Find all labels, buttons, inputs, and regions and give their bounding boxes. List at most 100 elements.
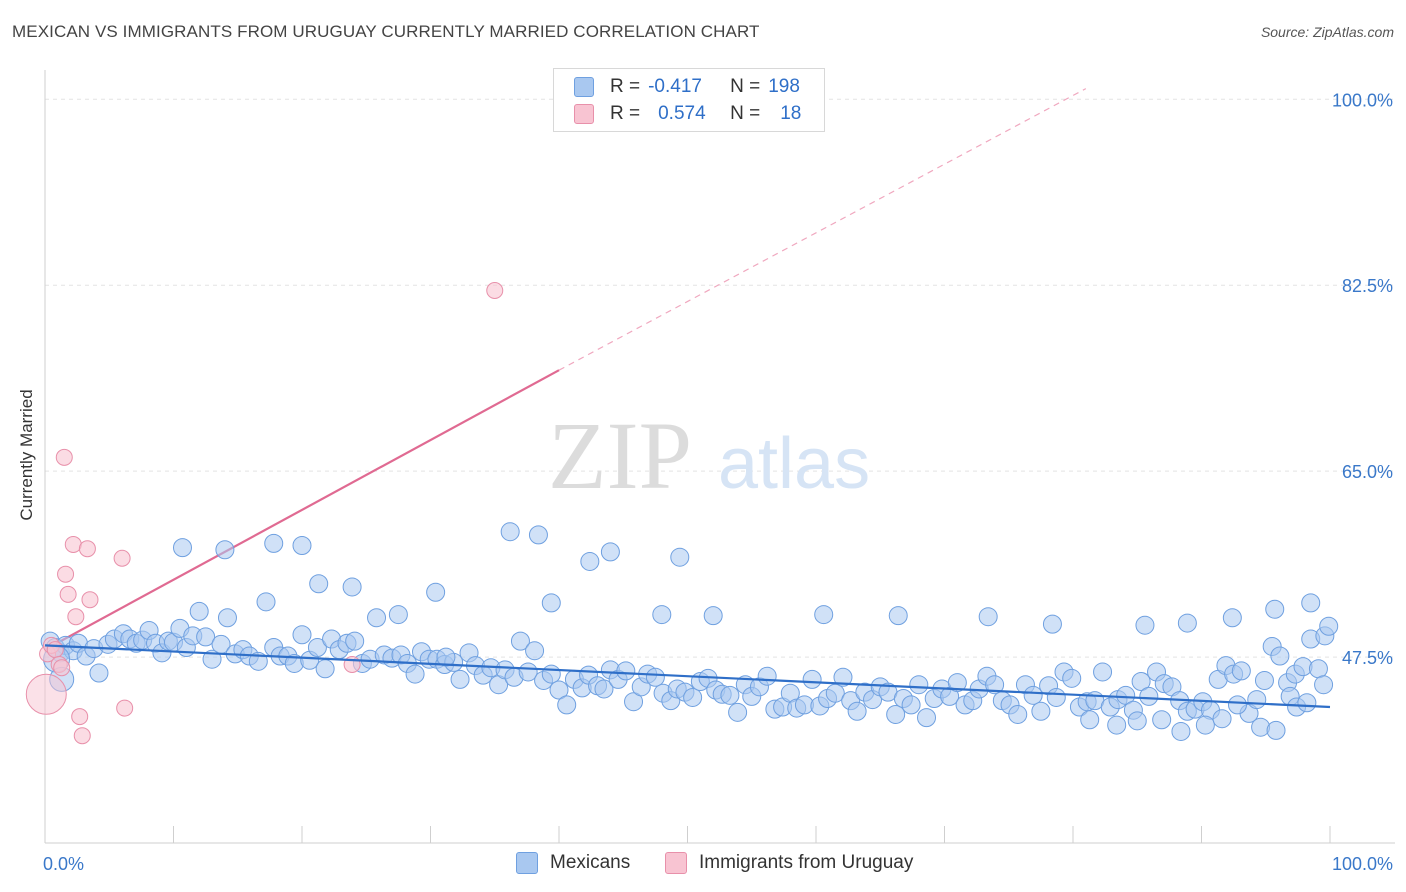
mexicans-point [888, 606, 908, 626]
mexicans-point [616, 661, 636, 681]
mexicans-point [557, 695, 577, 715]
legend-n-label: N = [730, 76, 761, 97]
y-tick-labels: 47.5% 65.0% 82.5% 100.0% [1332, 90, 1393, 668]
mexicans-point [720, 685, 740, 705]
mexicans-point [1008, 704, 1028, 724]
legend-n-label: N = [730, 103, 761, 124]
series-legend: Mexicans Immigrants from Uruguay [0, 852, 1406, 878]
mexicans-point [307, 638, 327, 657]
mexicans-point [580, 551, 600, 571]
mexicans-point [1227, 695, 1247, 715]
watermark: ZIP atlas [548, 402, 870, 509]
mexicans-point [1080, 710, 1100, 730]
watermark-zip: ZIP [548, 402, 692, 509]
mexicans-point [683, 687, 703, 707]
uruguay-trend-extension [558, 88, 1087, 371]
uruguay-point [25, 673, 67, 715]
mexicans-point [1266, 720, 1286, 740]
mexicans-point [1023, 685, 1043, 705]
mexicans-point [172, 538, 192, 558]
mexicans-point [624, 692, 644, 712]
y-tick-label: 47.5% [1342, 648, 1393, 668]
mexicans-point [670, 547, 690, 567]
uruguay-points [25, 282, 504, 745]
mexicans-point [1127, 711, 1147, 731]
mexicans-point [309, 574, 329, 594]
mexicans-point [405, 664, 425, 684]
mexicans-point [1301, 593, 1321, 613]
mexicans-trend [44, 644, 1331, 709]
uruguay-point [64, 535, 82, 553]
mexicans-point [1093, 662, 1113, 682]
uruguay-point [73, 727, 91, 745]
uruguay-point [57, 565, 75, 583]
mexicans-point [217, 608, 237, 628]
x-tick-labels: 0.0% 100.0% [43, 854, 1393, 874]
mexicans-point [541, 593, 561, 613]
mexicans-point [1062, 668, 1082, 688]
mexicans-point [1131, 672, 1151, 691]
mexicans-point [450, 669, 470, 689]
legend-swatch-uruguay [665, 852, 687, 874]
mexicans-point [1222, 608, 1242, 628]
chart-title: MEXICAN VS IMMIGRANTS FROM URUGUAY CURRE… [12, 22, 760, 41]
mexicans-trend-line [44, 644, 1331, 709]
mexicans-point [594, 679, 614, 699]
x-tick-label: 0.0% [43, 854, 84, 874]
mexicans-point [388, 605, 408, 625]
mexicans-point [510, 631, 530, 651]
mexicans-points [40, 522, 1339, 741]
mexicans-point [1042, 614, 1062, 634]
mexicans-point [645, 667, 665, 687]
legend-swatch-mexicans [574, 77, 594, 97]
mexicans-point [1139, 686, 1159, 706]
uruguay-point [53, 659, 71, 677]
uruguay-point [486, 282, 504, 299]
mexicans-point [256, 592, 276, 612]
legend-n-value: 198 [768, 76, 800, 97]
legend-swatch-mexicans [516, 852, 538, 874]
mexicans-point [1171, 721, 1191, 741]
uruguay-trend [44, 88, 1087, 651]
uruguay-point [59, 585, 77, 603]
legend-item-uruguay[interactable]: Immigrants from Uruguay [665, 852, 913, 874]
mexicans-point [1265, 599, 1285, 619]
mexicans-point [264, 533, 284, 553]
mexicans-point [1251, 717, 1271, 737]
mexicans-point [600, 542, 620, 562]
mexicans-point [917, 708, 937, 728]
mexicans-point [728, 702, 748, 722]
mexicans-point [1212, 709, 1232, 729]
y-tick-label: 82.5% [1342, 276, 1393, 296]
mexicans-point [528, 525, 548, 545]
legend-label-uruguay: Immigrants from Uruguay [699, 852, 914, 873]
mexicans-point [541, 664, 561, 684]
uruguay-point [113, 549, 131, 567]
mexicans-point [1254, 670, 1274, 690]
mexicans-point [1152, 710, 1172, 730]
mexicans-point [1270, 646, 1290, 666]
mexicans-point [985, 675, 1005, 695]
mexicans-point [1135, 615, 1155, 635]
mexicans-point [1297, 693, 1317, 713]
mexicans-point [901, 695, 921, 715]
legend-r-label: R = [610, 103, 641, 124]
uruguay-trend-line [44, 369, 560, 651]
y-tick-label: 65.0% [1342, 462, 1393, 482]
mexicans-point [1308, 659, 1328, 679]
mexicans-point [292, 536, 312, 555]
mexicans-point [833, 667, 853, 687]
mexicans-point [886, 704, 906, 724]
mexicans-point [1177, 613, 1197, 633]
legend-row-uruguay: R = 0.574 N = 18 [574, 101, 801, 127]
legend-swatch-uruguay [574, 104, 594, 124]
legend-row-mexicans: R = -0.417 N = 198 [574, 74, 800, 100]
legend-n-value: 18 [780, 103, 802, 124]
uruguay-point [71, 708, 89, 726]
mexicans-point [342, 577, 362, 597]
mexicans-point [89, 663, 109, 683]
y-tick-label: 100.0% [1332, 90, 1393, 110]
legend-item-mexicans[interactable]: Mexicans [516, 852, 630, 874]
mexicans-point [500, 522, 520, 542]
